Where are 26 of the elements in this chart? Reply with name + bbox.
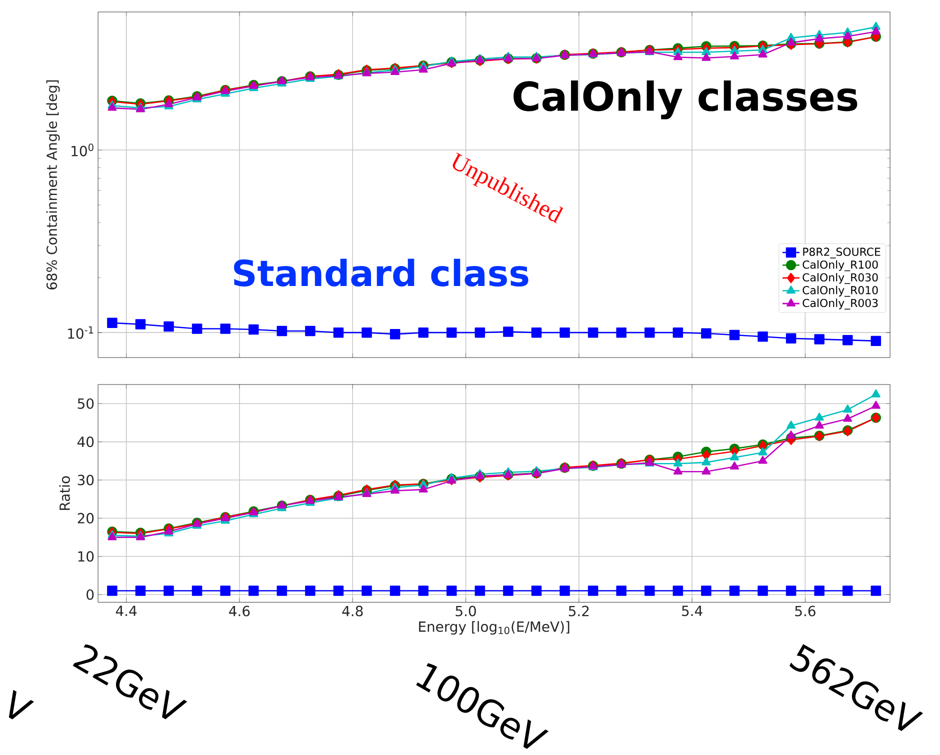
x-tick-label: 5.6: [795, 606, 816, 617]
x-tick-label: 5.4: [682, 606, 702, 616]
x-axis-title: Energy [log$_{10}$(E/MeV)]: [419, 621, 570, 635]
y-tick-label: 0: [86, 590, 94, 600]
legend-label: P8R2_SOURCE: [803, 248, 880, 259]
x-tick-label: 5.0: [456, 606, 476, 617]
x-tick-label: 4.8: [342, 606, 363, 617]
y-tick-label: 30: [78, 474, 94, 486]
y-axis-title: 68% Containment Angle [deg]: [46, 80, 60, 290]
x-tick-label: 5.2: [568, 606, 589, 617]
x-tick-label: 4.6: [229, 606, 250, 617]
y-tick-label: 10$^{0}$: [72, 144, 94, 157]
text: V: [8, 690, 34, 720]
y-tick-label: 10$^{-1}$: [68, 326, 94, 340]
x-tick-label: 4.4: [116, 606, 137, 616]
y-tick-label: 10: [78, 551, 94, 562]
annotation: CalOnly classes: [514, 80, 858, 120]
legend-label: CalOnly_R030: [802, 273, 878, 284]
legend-label: CalOnly_R003: [802, 298, 878, 310]
y-tick-label: 40: [77, 436, 94, 448]
y-axis-title: Ratio: [59, 476, 70, 510]
annotation: Standard class: [234, 259, 528, 287]
y-tick-label: 50: [78, 398, 94, 410]
legend-label: CalOnly_R100: [802, 260, 878, 272]
legend-label: CalOnly_R010: [802, 286, 878, 297]
y-tick-label: 20: [78, 513, 94, 524]
